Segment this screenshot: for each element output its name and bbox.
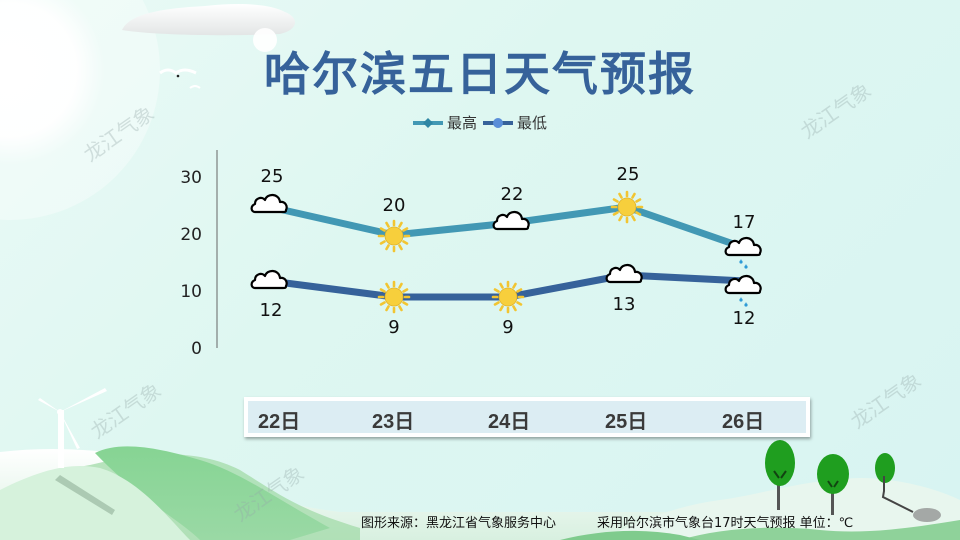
footer-note: 采用哈尔滨市气象台17时天气预报 单位：℃	[597, 516, 854, 531]
sun-icon	[377, 280, 411, 314]
sun-icon	[610, 190, 644, 224]
legend-item-high: 最高	[412, 112, 477, 133]
data-label-high: 22	[500, 184, 524, 205]
cloud-icon	[250, 193, 288, 214]
data-label-high: 25	[260, 166, 284, 187]
date-label: 25日	[605, 411, 648, 433]
legend-label-low: 最低	[517, 114, 548, 132]
y-tick: 0	[191, 339, 202, 359]
data-label-high: 20	[382, 195, 406, 216]
cloud-icon	[605, 263, 643, 284]
date-label: 26日	[722, 411, 765, 433]
circle-marker-icon	[483, 117, 513, 128]
data-label-high: 17	[732, 212, 756, 233]
date-label: 24日	[488, 411, 531, 433]
sun-icon	[377, 219, 411, 253]
data-label-high: 25	[616, 164, 640, 185]
data-label-low: 9	[388, 317, 400, 338]
y-tick: 10	[180, 282, 202, 302]
rain-cloud-icon	[726, 238, 761, 269]
date-axis-bar: 22日 23日 24日 25日 26日	[244, 397, 810, 437]
data-label-low: 9	[502, 317, 514, 338]
sky-cloud-decoration	[122, 4, 296, 36]
rain-cloud-icon	[726, 276, 761, 307]
footer-source: 图形来源：黑龙江省气象服务中心	[361, 516, 557, 531]
y-tick: 30	[180, 168, 202, 188]
data-label-low: 13	[612, 294, 636, 315]
windmill-decoration	[38, 388, 107, 468]
date-label: 22日	[258, 411, 301, 433]
cloud-icon	[492, 210, 530, 231]
legend-item-low: 最低	[483, 112, 547, 133]
chart-legend: 最高 最低	[0, 112, 960, 133]
page-title: 哈尔滨五日天气预报	[264, 47, 696, 101]
y-tick: 20	[180, 225, 202, 245]
cloud-icon	[250, 269, 288, 290]
data-label-low: 12	[259, 300, 283, 321]
date-label: 23日	[372, 411, 415, 433]
legend-label-high: 最高	[446, 114, 477, 132]
data-label-low: 12	[732, 308, 756, 329]
sun-icon	[491, 280, 525, 314]
trees-decoration	[765, 440, 941, 522]
date-axis-inner: 22日 23日 24日 25日 26日	[248, 401, 806, 433]
diamond-marker-icon	[412, 117, 443, 128]
